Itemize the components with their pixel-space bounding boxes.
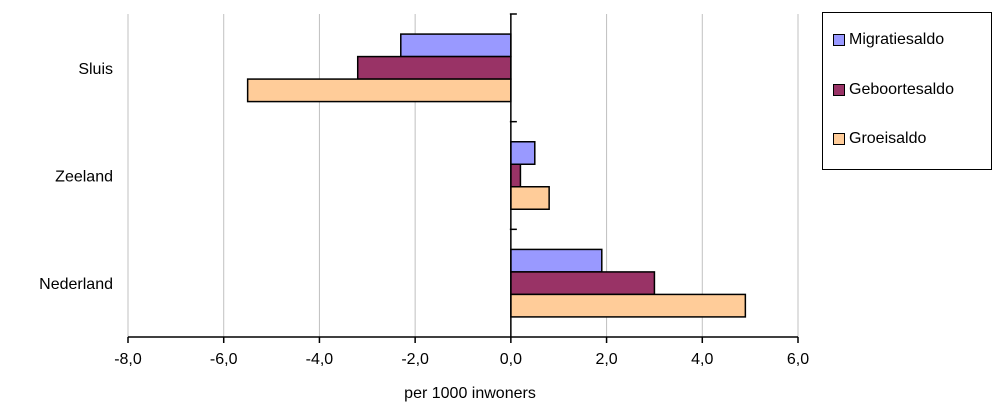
- legend-swatch-migratiesaldo: [833, 34, 845, 46]
- x-tick-label-7: 6,0: [787, 351, 809, 368]
- bar-sluis-migratiesaldo: [400, 33, 512, 58]
- x-tick-label-4: 0,0: [500, 351, 522, 368]
- x-tick-label-2: -4,0: [306, 351, 334, 368]
- legend-item-migratiesaldo: Migratiesaldo: [833, 30, 944, 50]
- x-tick-label-6: 4,0: [691, 351, 713, 368]
- category-label-sluis: Sluis: [78, 61, 113, 78]
- x-tick-label-5: 2,0: [595, 351, 617, 368]
- bar-zeeland-geboortesaldo: [510, 163, 522, 188]
- bar-nederland-geboortesaldo: [510, 271, 656, 296]
- legend-label-groeisaldo: Groeisaldo: [849, 130, 927, 147]
- tick-labels: -8,0 -6,0 -4,0 -2,0 0,0 2,0 4,0 6,0 Sluis Zeeland…: [39, 61, 809, 368]
- bar-sluis-groeisaldo: [246, 78, 512, 103]
- legend-item-groeisaldo: Groeisaldo: [833, 129, 926, 149]
- legend-swatch-groeisaldo: [833, 133, 845, 145]
- legend-label-migratiesaldo: Migratiesaldo: [849, 31, 945, 48]
- legend-item-geboortesaldo: Geboortesaldo: [833, 80, 954, 100]
- x-tick-label-3: -2,0: [401, 351, 429, 368]
- x-axis-label: per 1000 inwoners: [404, 385, 536, 402]
- category-label-nederland: Nederland: [39, 276, 113, 293]
- bar-zeeland-groeisaldo: [510, 186, 550, 210]
- legend: Migratiesaldo Geboortesaldo Groeisaldo: [822, 12, 992, 170]
- x-tick-label-1: -6,0: [210, 351, 238, 368]
- x-tick-label-0: -8,0: [114, 351, 142, 368]
- axes: [127, 13, 799, 343]
- bar-nederland-migratiesaldo: [510, 248, 603, 273]
- bar-sluis-geboortesaldo: [356, 55, 512, 80]
- legend-swatch-geboortesaldo: [833, 84, 845, 96]
- legend-label-geboortesaldo: Geboortesaldo: [849, 81, 954, 98]
- bar-nederland-groeisaldo: [510, 293, 747, 318]
- bar-zeeland-migratiesaldo: [510, 141, 536, 165]
- bars: [246, 33, 747, 318]
- category-label-zeeland: Zeeland: [55, 169, 113, 186]
